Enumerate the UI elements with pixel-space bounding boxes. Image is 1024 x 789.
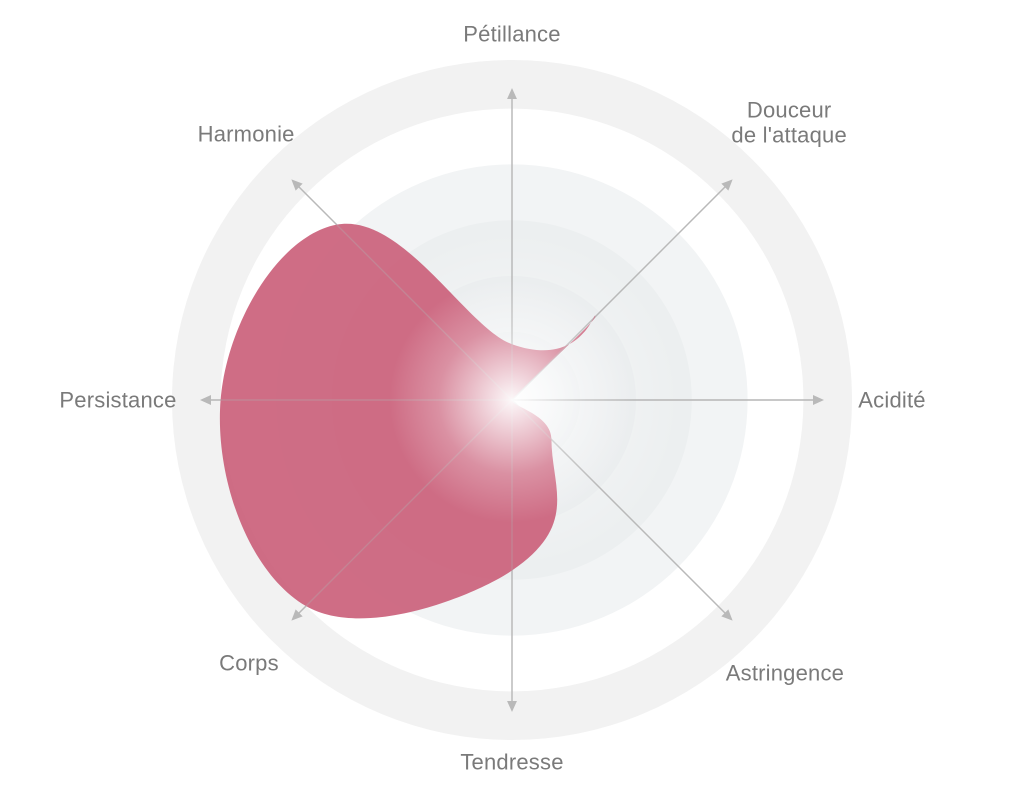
radar-svg [0, 0, 1024, 789]
center-glow [389, 277, 635, 523]
radar-chart: PétillanceDouceur de l'attaqueAciditéAst… [0, 0, 1024, 789]
